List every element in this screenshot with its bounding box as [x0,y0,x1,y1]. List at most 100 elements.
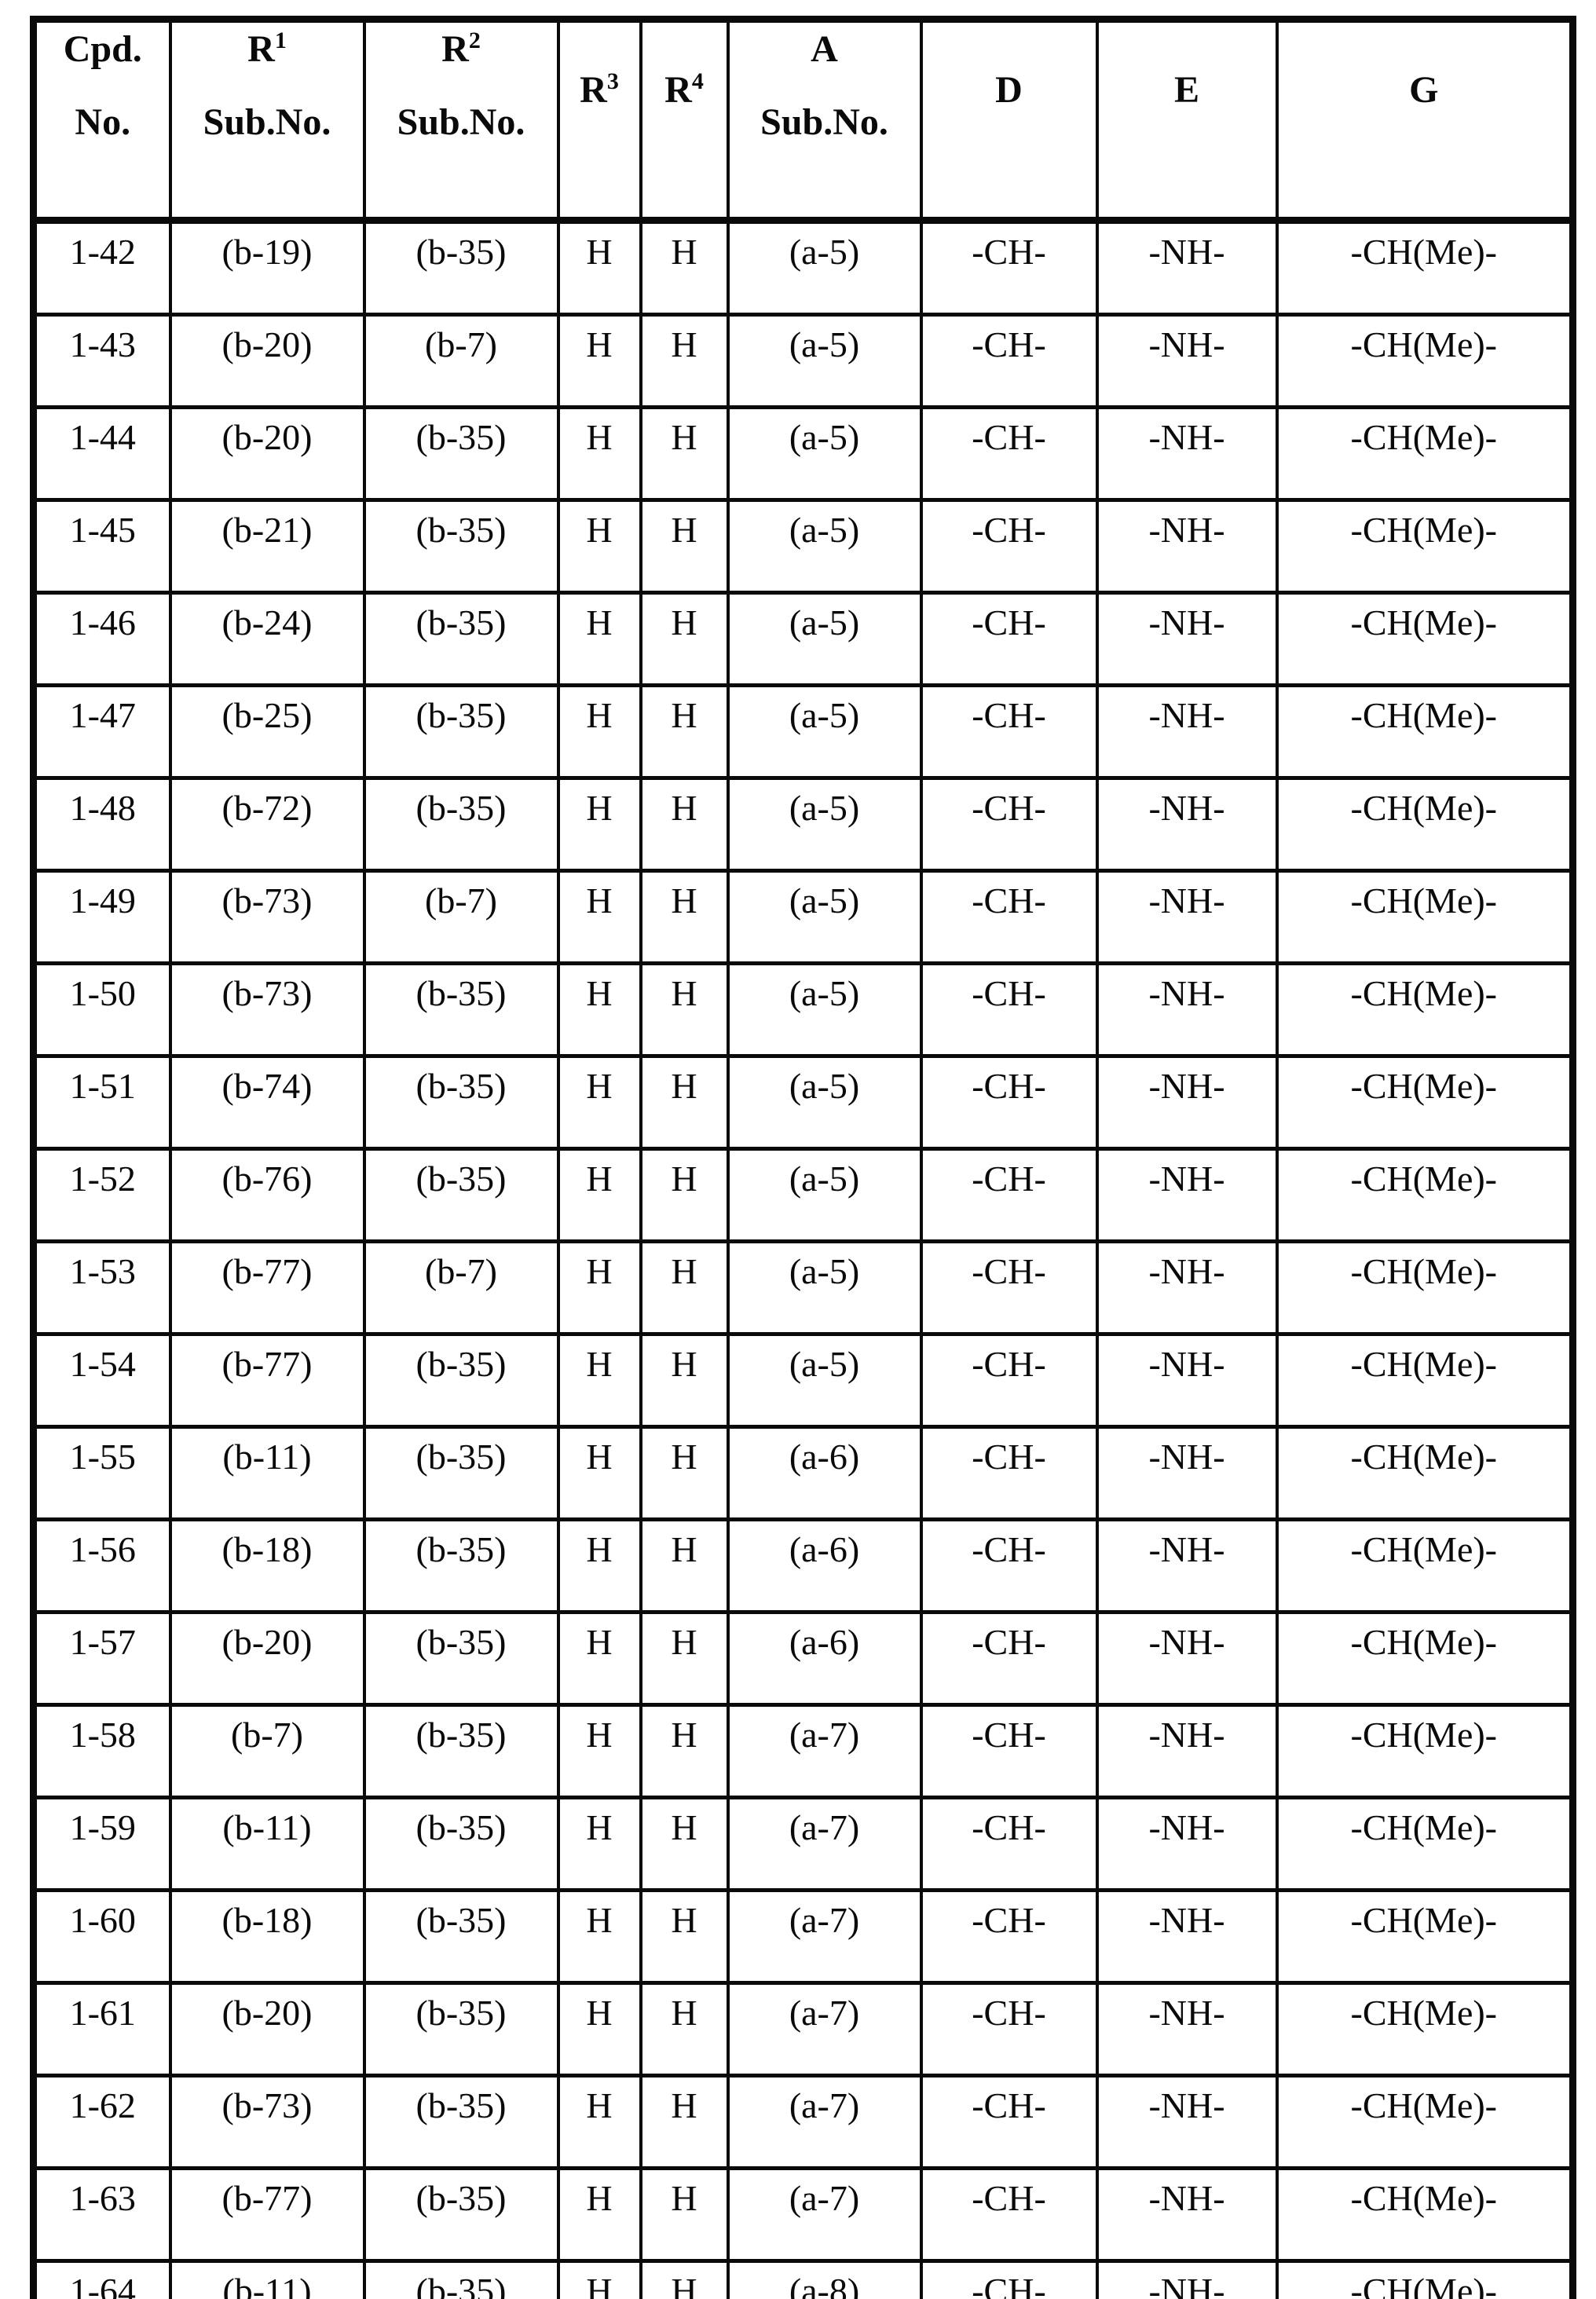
header-r1-sub-no: R1 Sub.No. [168,17,366,224]
cell-d: -CH- [919,683,1099,780]
table-row: 1-61 (b-20) (b-35) H H (a-7) -CH- -NH- -… [31,1981,1575,2078]
cell-g: -CH(Me)- [1275,1147,1575,1243]
cell-r2-sub-no: (b-35) [362,1703,560,1799]
cell-r1-sub-no: (b-77) [168,2166,366,2263]
cell-a-sub-no: (a-7) [726,2166,923,2263]
cell-g: -CH(Me)- [1275,2259,1575,2299]
cell-a-sub-no: (a-6) [726,1425,923,1521]
cell-r2-sub-no: (b-35) [362,498,560,595]
cell-r4: H [639,2074,730,2170]
cell-d: -CH- [919,1425,1099,1521]
cell-r2-sub-no: (b-35) [362,776,560,873]
cell-r2-sub-no: (b-35) [362,1981,560,2078]
cell-g: -CH(Me)- [1275,1888,1575,1985]
header-e: E [1095,17,1279,224]
cell-r4: H [639,961,730,1058]
cell-r1-sub-no: (b-20) [168,1610,366,1707]
table-row: 1-62 (b-73) (b-35) H H (a-7) -CH- -NH- -… [31,2074,1575,2170]
cell-r2-sub-no: (b-35) [362,683,560,780]
cell-g: -CH(Me)- [1275,1425,1575,1521]
cell-d: -CH- [919,218,1099,317]
cell-r3: H [556,2074,642,2170]
cell-g: -CH(Me)- [1275,405,1575,502]
cell-g: -CH(Me)- [1275,1517,1575,1614]
table-row: 1-54 (b-77) (b-35) H H (a-5) -CH- -NH- -… [31,1332,1575,1429]
cell-r2-sub-no: (b-35) [362,961,560,1058]
cell-a-sub-no: (a-5) [726,869,923,965]
cell-a-sub-no: (a-5) [726,1147,923,1243]
cell-cpd-no: 1-61 [31,1981,172,2078]
cell-a-sub-no: (a-5) [726,498,923,595]
cell-e: -NH- [1095,1239,1279,1336]
cell-g: -CH(Me)- [1275,1703,1575,1799]
cell-r3: H [556,1981,642,2078]
table-row: 1-56 (b-18) (b-35) H H (a-6) -CH- -NH- -… [31,1517,1575,1614]
cell-r3: H [556,1610,642,1707]
cell-r2-sub-no: (b-35) [362,1888,560,1985]
cell-r2-sub-no: (b-7) [362,1239,560,1336]
cell-e: -NH- [1095,1332,1279,1429]
cell-r3: H [556,776,642,873]
cell-r4: H [639,498,730,595]
cell-d: -CH- [919,1332,1099,1429]
cell-r4: H [639,1332,730,1429]
cell-cpd-no: 1-57 [31,1610,172,1707]
cell-a-sub-no: (a-7) [726,2074,923,2170]
cell-r3: H [556,313,642,409]
cell-d: -CH- [919,1239,1099,1336]
table-row: 1-52 (b-76) (b-35) H H (a-5) -CH- -NH- -… [31,1147,1575,1243]
cell-r1-sub-no: (b-20) [168,313,366,409]
cell-cpd-no: 1-47 [31,683,172,780]
cell-r4: H [639,2259,730,2299]
cell-e: -NH- [1095,218,1279,317]
cell-e: -NH- [1095,591,1279,687]
cell-r3: H [556,405,642,502]
cell-e: -NH- [1095,1703,1279,1799]
cell-r3: H [556,218,642,317]
cell-cpd-no: 1-46 [31,591,172,687]
r3-superscript: 3 [606,68,619,94]
cell-cpd-no: 1-49 [31,869,172,965]
cell-r4: H [639,869,730,965]
cell-r2-sub-no: (b-35) [362,591,560,687]
cell-g: -CH(Me)- [1275,683,1575,780]
cell-e: -NH- [1095,683,1279,780]
header-r4: R4 [639,17,730,224]
cell-d: -CH- [919,1517,1099,1614]
table-row: 1-53 (b-77) (b-7) H H (a-5) -CH- -NH- -C… [31,1239,1575,1336]
header-d: D [919,17,1099,224]
table-body: 1-42 (b-19) (b-35) H H (a-5) -CH- -NH- -… [31,218,1575,2299]
cell-r2-sub-no: (b-7) [362,869,560,965]
compound-table: Cpd. No. R1 Sub.No. R2 Sub.No. R3 R4 [30,16,1576,2299]
cell-a-sub-no: (a-7) [726,1703,923,1799]
cell-a-sub-no: (a-6) [726,1610,923,1707]
table-row: 1-46 (b-24) (b-35) H H (a-5) -CH- -NH- -… [31,591,1575,687]
cell-cpd-no: 1-48 [31,776,172,873]
cell-r2-sub-no: (b-35) [362,1054,560,1151]
table-row: 1-45 (b-21) (b-35) H H (a-5) -CH- -NH- -… [31,498,1575,595]
cell-r1-sub-no: (b-7) [168,1703,366,1799]
cell-cpd-no: 1-59 [31,1796,172,1892]
cell-cpd-no: 1-43 [31,313,172,409]
cell-g: -CH(Me)- [1275,1054,1575,1151]
cell-r3: H [556,683,642,780]
table-row: 1-42 (b-19) (b-35) H H (a-5) -CH- -NH- -… [31,218,1575,317]
cell-r1-sub-no: (b-72) [168,776,366,873]
cell-r4: H [639,1147,730,1243]
cell-cpd-no: 1-53 [31,1239,172,1336]
cell-a-sub-no: (a-5) [726,1054,923,1151]
cell-d: -CH- [919,313,1099,409]
cell-r1-sub-no: (b-25) [168,683,366,780]
cell-r1-sub-no: (b-21) [168,498,366,595]
cell-r1-sub-no: (b-73) [168,869,366,965]
cell-r3: H [556,961,642,1058]
cell-d: -CH- [919,1888,1099,1985]
table-row: 1-55 (b-11) (b-35) H H (a-6) -CH- -NH- -… [31,1425,1575,1521]
cell-a-sub-no: (a-6) [726,1517,923,1614]
cell-r1-sub-no: (b-77) [168,1332,366,1429]
table-row: 1-63 (b-77) (b-35) H H (a-7) -CH- -NH- -… [31,2166,1575,2263]
cell-d: -CH- [919,1703,1099,1799]
cell-r3: H [556,1425,642,1521]
header-g: G [1275,17,1575,224]
cell-e: -NH- [1095,1981,1279,2078]
